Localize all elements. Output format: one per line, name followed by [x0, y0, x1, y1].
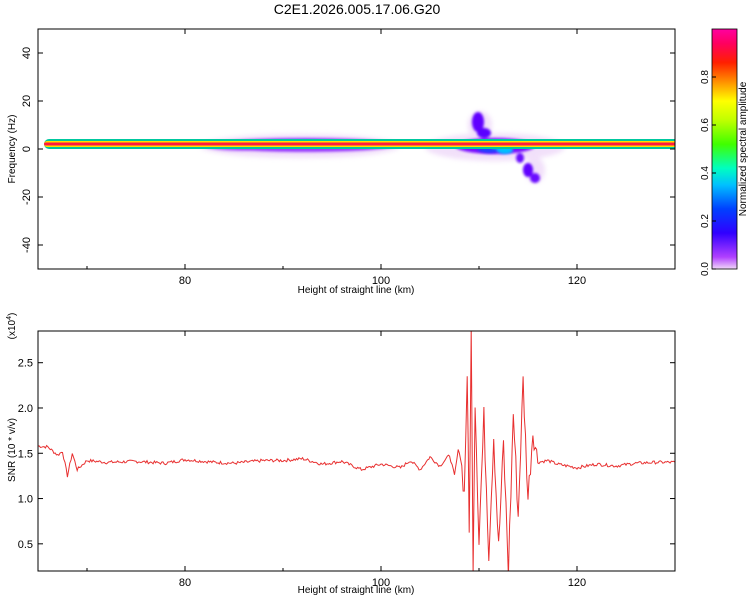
colorbar-tick-label: 0.6	[700, 118, 711, 132]
snr-frame	[37, 330, 676, 572]
snr-y-axis-label: SNR (10 * v/v)	[7, 418, 18, 482]
snr-axes: 80 100 120 0.5 1.0 1.5 2.0 2.5	[18, 331, 676, 589]
page-title: C2E1.2026.005.17.06.G20	[273, 1, 441, 17]
colorbar-label: Normalized spectral amplitude	[738, 81, 749, 216]
colorbar-ticks: 0.0 0.2 0.4 0.6 0.8	[700, 70, 716, 276]
colorbar-gradient	[711, 28, 738, 270]
colorbar-tick-label: 0.0	[700, 262, 711, 276]
spectrogram-x-tick-label: 120	[568, 275, 586, 287]
spectrogram-axes: 80 100 120 -40 -20 0 20 40	[21, 29, 676, 287]
spectrogram-x-tick-label: 100	[372, 275, 390, 287]
snr-y-tick-label: 2.5	[18, 358, 33, 370]
snr-y-tick-label: 1.5	[18, 448, 33, 460]
spectrogram-x-tick-label: 80	[179, 275, 191, 287]
colorbar-tick-label: 0.2	[700, 214, 711, 228]
spectrogram-heatmap	[44, 111, 675, 183]
spectrogram-y-axis-label: Frequency (Hz)	[7, 115, 18, 184]
snr-line	[38, 331, 675, 571]
colorbar-tick-label: 0.8	[700, 70, 711, 84]
spectrogram-y-tick-label: -20	[21, 189, 33, 205]
snr-y-tick-label: 0.5	[18, 539, 33, 551]
snr-x-axis-label: Height of straight line (km)	[298, 585, 415, 596]
snr-y-tick-label: 2.0	[18, 403, 33, 415]
snr-x-tick-label: 80	[179, 577, 191, 589]
spectrogram-x-axis-label: Height of straight line (km)	[298, 285, 415, 296]
snr-x-tick-label: 120	[568, 577, 586, 589]
spectrogram-y-tick-label: 0	[21, 146, 33, 152]
spectrogram-panel: 80 100 120 -40 -20 0 20 40 Height of straight l…	[7, 28, 676, 296]
colorbar-tick-label: 0.4	[700, 166, 711, 180]
snr-y-tick-label: 1.0	[18, 494, 33, 506]
snr-x-tick-label: 100	[372, 577, 390, 589]
spectrogram-y-tick-label: 20	[21, 95, 33, 107]
snr-panel: 80 100 120 0.5 1.0 1.5 2.0 2.5 Height of straig…	[6, 313, 676, 596]
spectrogram-y-tick-label: -40	[21, 237, 33, 253]
spectrogram-main-band	[44, 139, 675, 149]
snr-y-scale-label: (x104)	[6, 313, 18, 340]
spectrogram-y-tick-label: 40	[21, 47, 33, 59]
colorbar: 0.0 0.2 0.4 0.6 0.8 Normalized spectral ampl…	[700, 28, 749, 276]
